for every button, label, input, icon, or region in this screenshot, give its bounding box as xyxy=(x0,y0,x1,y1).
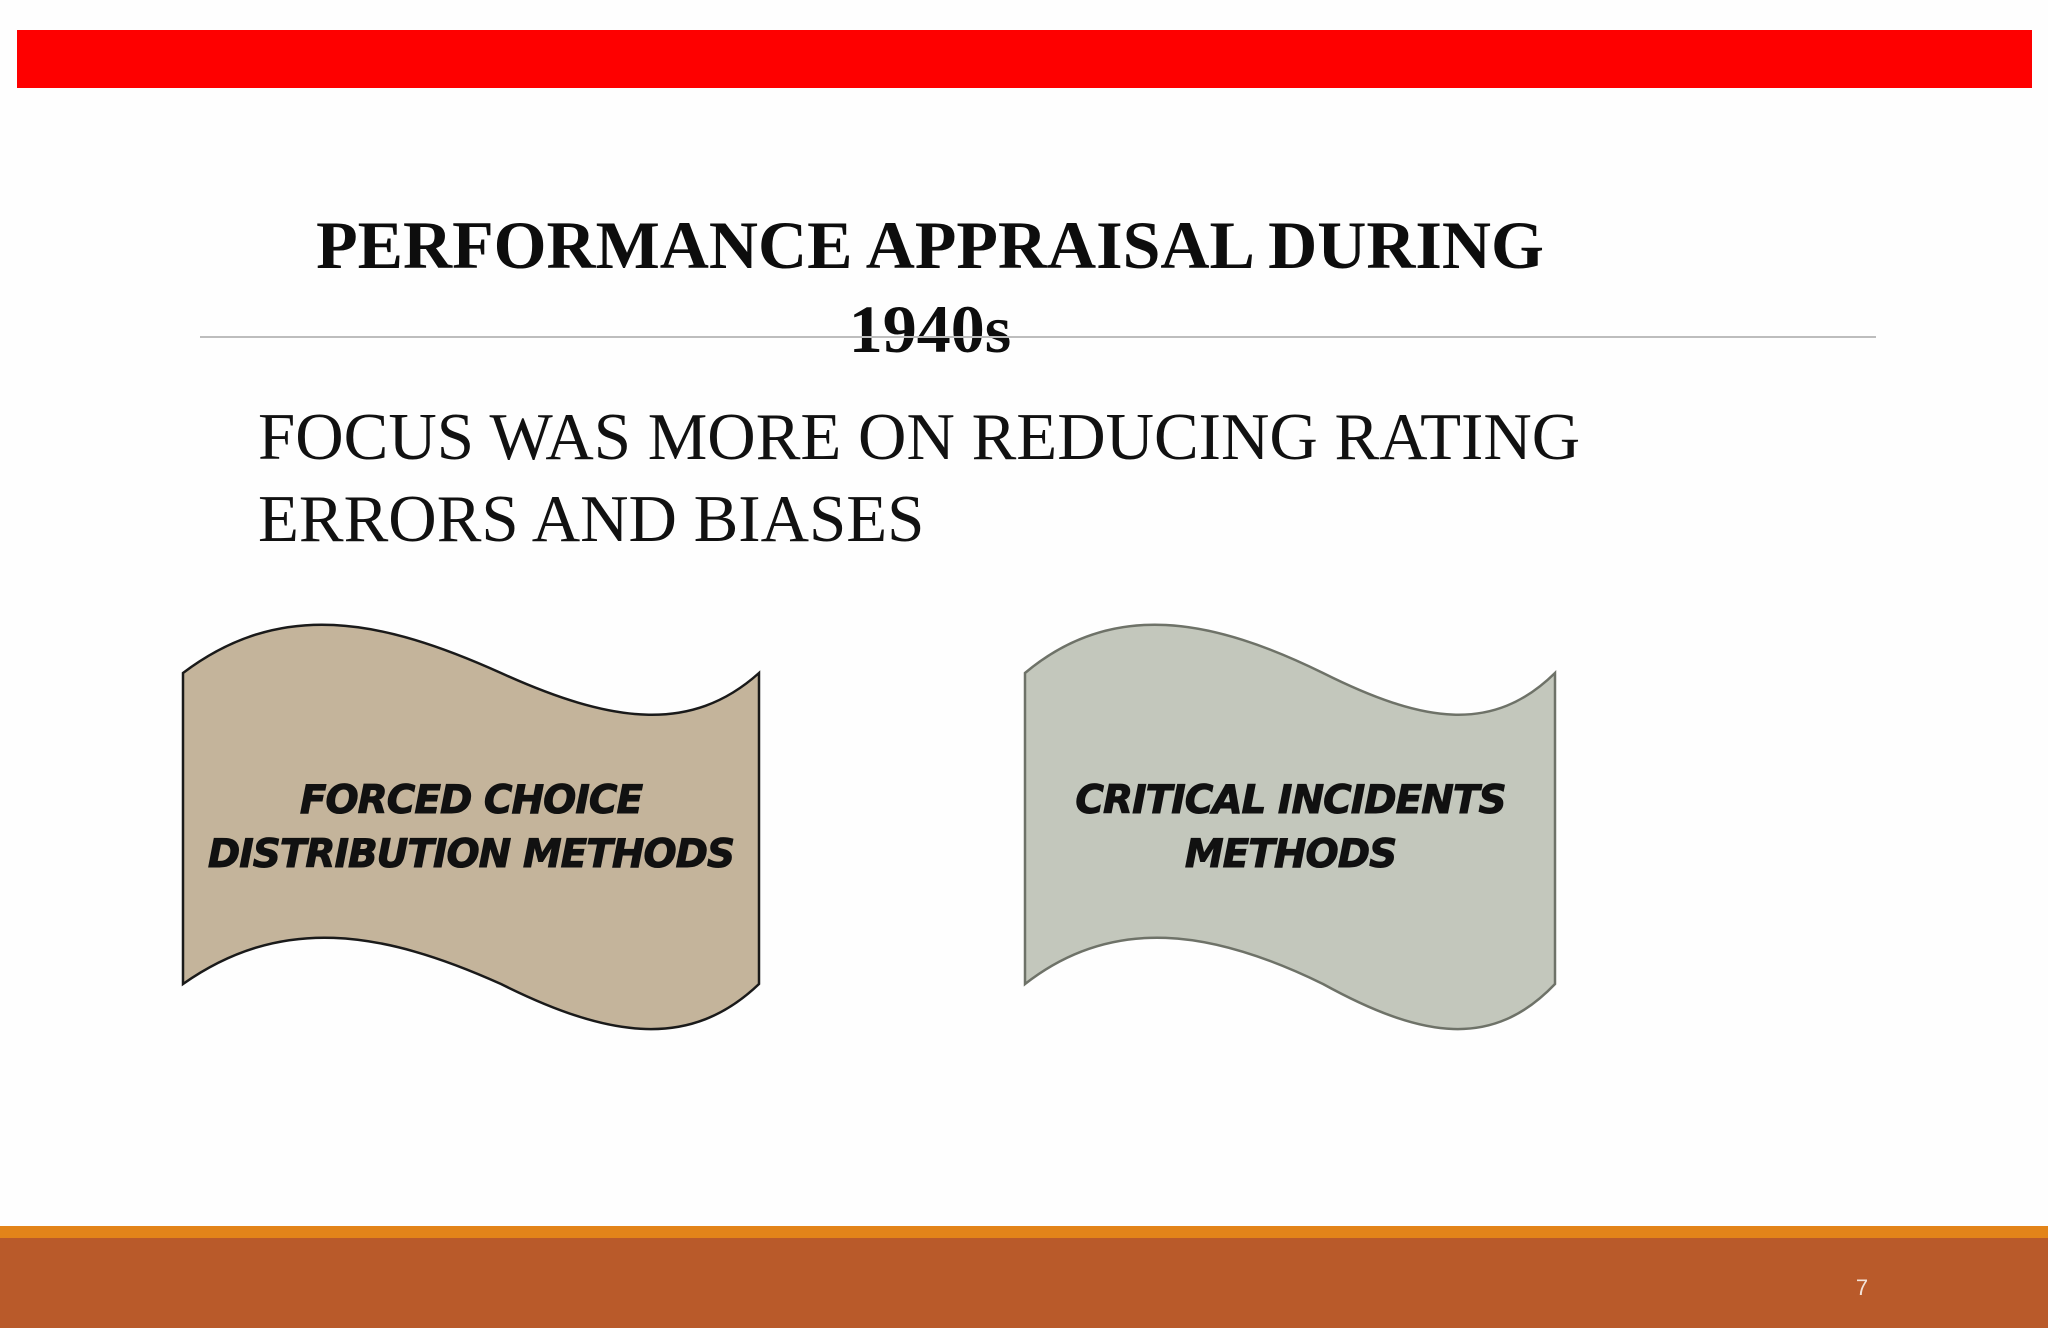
bottom-accent-strip xyxy=(0,1226,2048,1238)
top-accent-bar xyxy=(17,30,2032,88)
page-number: 7 xyxy=(1855,1275,1869,1300)
forced-choice-wave-shape xyxy=(181,623,761,1031)
slide-title: PERFORMANCE APPRAISAL DURING 1940s xyxy=(230,203,1630,371)
critical-incidents-flag-shape: CRITICAL INCIDENTS METHODS xyxy=(1023,619,1558,1034)
forced-choice-label-line-1: FORCED CHOICE xyxy=(299,778,643,824)
forced-choice-label-line-2: DISTRIBUTION METHODS xyxy=(207,832,735,878)
title-divider xyxy=(200,336,1876,338)
slide-subtitle-line-1: FOCUS WAS MORE ON REDUCING RATING xyxy=(258,400,1581,474)
forced-choice-flag-shape: FORCED CHOICE DISTRIBUTION METHODS xyxy=(181,619,761,1034)
critical-incidents-label: CRITICAL INCIDENTS METHODS xyxy=(1023,774,1558,882)
slide-title-line-1: PERFORMANCE APPRAISAL DURING xyxy=(316,207,1544,283)
slide-subtitle-line-2: ERRORS AND BIASES xyxy=(258,482,925,556)
forced-choice-label: FORCED CHOICE DISTRIBUTION METHODS xyxy=(181,774,761,882)
critical-incidents-label-line-2: METHODS xyxy=(1184,832,1397,878)
critical-incidents-wave-shape xyxy=(1023,623,1557,1031)
bottom-footer-bar xyxy=(0,1238,2048,1328)
slide-title-line-2: 1940s xyxy=(848,291,1012,367)
critical-incidents-label-line-1: CRITICAL INCIDENTS xyxy=(1075,778,1507,824)
slide-subtitle: FOCUS WAS MORE ON REDUCING RATING ERRORS… xyxy=(258,396,1758,560)
